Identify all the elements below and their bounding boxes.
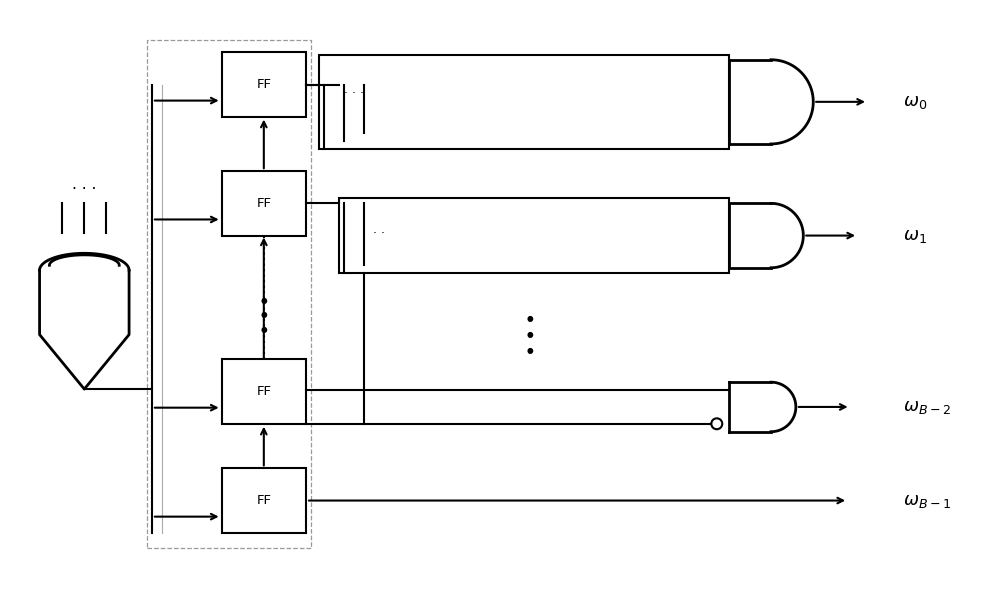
Text: $\omega_0$: $\omega_0$ (903, 93, 927, 111)
Circle shape (711, 211, 722, 222)
Bar (339, 63, 729, 141)
Bar (339, 198, 729, 273)
Text: $\omega_1$: $\omega_1$ (903, 227, 927, 245)
Circle shape (711, 254, 722, 265)
Circle shape (711, 67, 722, 78)
Text: ●
●
●: ● ● ● (261, 296, 267, 334)
Bar (222, 53, 306, 117)
Bar (359, 71, 729, 133)
Circle shape (711, 88, 722, 99)
Text: ●
●
●: ● ● ● (527, 314, 533, 355)
Text: · ·: · · (373, 227, 385, 240)
Text: FF: FF (256, 78, 271, 91)
Bar (222, 468, 306, 533)
Bar (319, 55, 729, 149)
Circle shape (711, 418, 722, 429)
Bar (359, 206, 729, 265)
Text: $\omega_{B-2}$: $\omega_{B-2}$ (903, 398, 951, 416)
Circle shape (711, 109, 722, 120)
Text: FF: FF (256, 385, 271, 398)
Bar (222, 359, 306, 424)
Text: · · ·: · · · (344, 87, 364, 100)
Circle shape (711, 232, 722, 243)
Bar (222, 171, 306, 235)
Circle shape (711, 130, 722, 141)
Text: FF: FF (256, 197, 271, 210)
Bar (147, 41, 311, 548)
Text: $\omega_{B-1}$: $\omega_{B-1}$ (903, 491, 951, 510)
Text: FF: FF (256, 494, 271, 507)
Text: · · ·: · · · (72, 182, 97, 196)
